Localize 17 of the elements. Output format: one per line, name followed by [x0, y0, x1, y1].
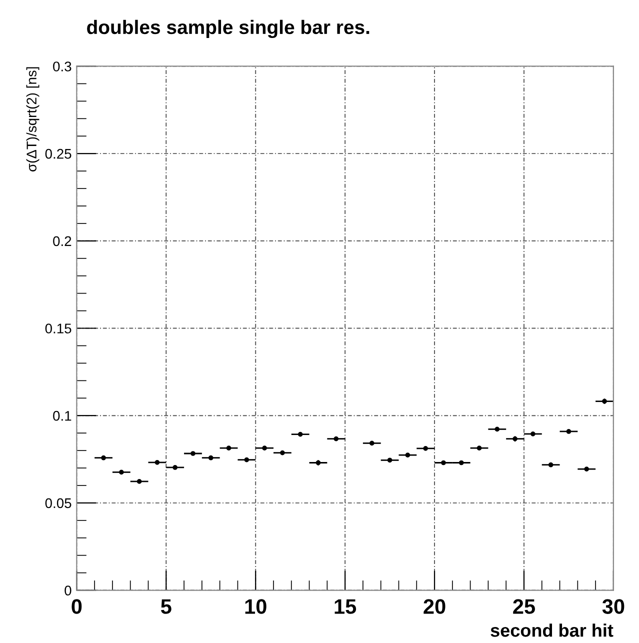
chart-title: doubles sample single bar res.: [87, 20, 370, 38]
y-tick-label: 0.15: [45, 324, 72, 334]
x-tick-label: 20: [424, 599, 446, 614]
x-tick-label: 0: [72, 599, 82, 614]
y-tick-label: 0.25: [45, 148, 72, 159]
y-tick-label: 0.2: [53, 236, 72, 246]
y-tick-label: 0: [64, 586, 72, 596]
x-tick-label: 5: [160, 599, 172, 614]
y-tick-label: 0.3: [53, 62, 72, 72]
y-tick-label: 0.1: [53, 410, 72, 421]
y-tick-label: 0.05: [45, 498, 72, 508]
x-axis-title: second bar hit: [490, 624, 614, 637]
x-tick-label: 25: [513, 599, 535, 614]
y-axis-title: σ(ΔT)/sqrt(2) [ns]: [26, 67, 40, 172]
x-tick-label: 30: [602, 599, 624, 614]
x-tick-label: 15: [334, 599, 356, 614]
x-tick-label: 10: [245, 599, 266, 614]
